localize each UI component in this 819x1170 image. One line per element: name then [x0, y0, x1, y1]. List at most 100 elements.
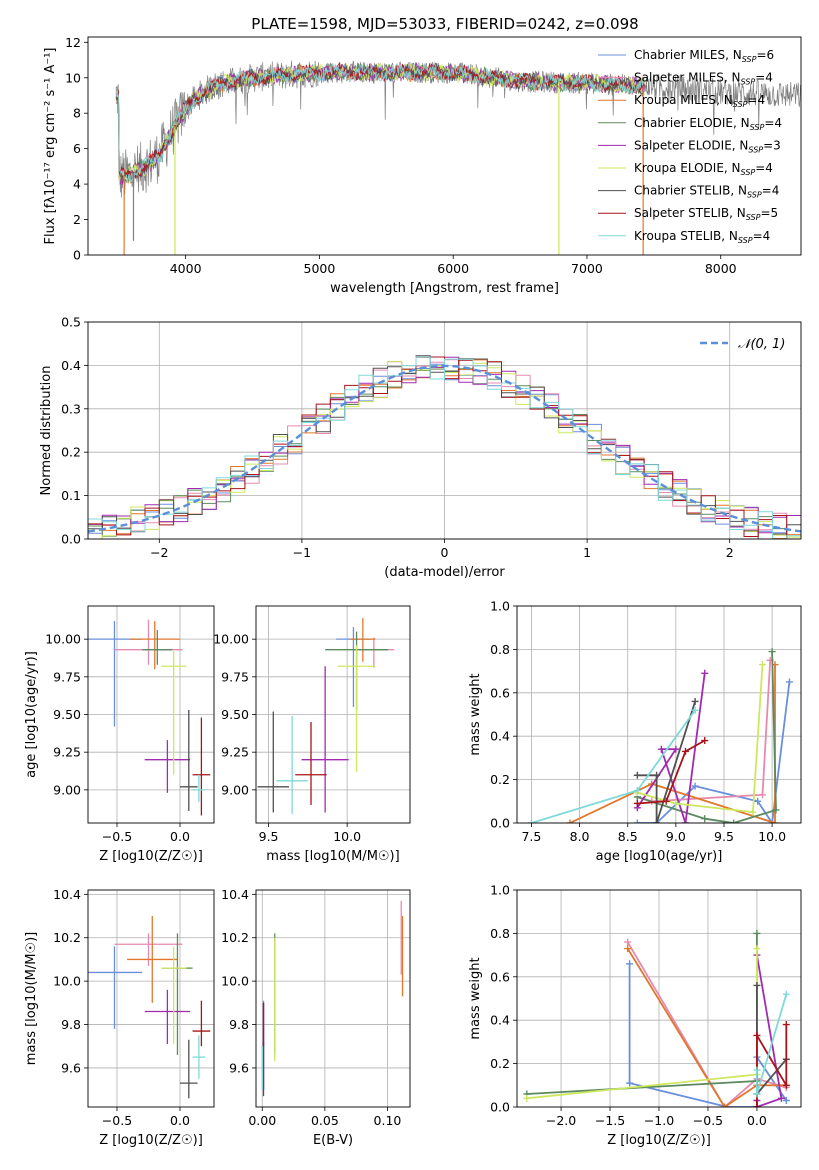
age-vs-mass-xtick-label-1: 10.0	[333, 829, 361, 844]
mass-weight-vs-age-marker-6-0	[691, 697, 699, 705]
residuals-xtick-label-1: −1	[293, 545, 311, 560]
mass-weight-vs-Z-marker-8-2	[753, 1066, 761, 1074]
spectrum-xtick-label-4: 8000	[705, 261, 737, 276]
spectrum-ytick-label-4: 8	[73, 106, 81, 121]
age-vs-Z-ytick-label-4: 10.00	[45, 632, 81, 647]
spectrum-model-7	[115, 61, 645, 181]
legend-entry-3: Chabrier ELODIE, NSSP=4	[634, 116, 782, 132]
mass-weight-vs-age-ylabel: mass weight	[468, 673, 483, 755]
age-vs-Z-ytick-label-1: 9.25	[53, 745, 81, 760]
age-vs-mass-ytick-label-3: 9.75	[221, 669, 249, 684]
legend-entry-5: Kroupa ELODIE, NSSP=4	[634, 161, 773, 177]
mass-weight-vs-age-marker-4-2	[657, 745, 665, 753]
mass-weight-vs-age-marker-5-1	[749, 808, 757, 816]
mass-weight-vs-age-ytick-label-1: 0.2	[490, 772, 510, 787]
mass-weight-vs-age-marker-6-2	[653, 771, 661, 779]
mass-weight-vs-age-xtick-label-2: 8.5	[618, 829, 638, 844]
mass-weight-vs-Z-xtick-label-0: −2.0	[546, 1113, 576, 1128]
legend-entry-2: Kroupa MILES, NSSP=4	[634, 93, 765, 109]
mass-vs-Z-ytick-label-2: 10.0	[53, 974, 81, 989]
mass-weight-vs-Z-marker-8-0	[782, 990, 790, 998]
mass-weight-vs-Z-marker-0-0	[626, 960, 634, 968]
mass-weight-vs-Z-ytick-label-4: 0.8	[490, 926, 510, 941]
figure-title: PLATE=1598, MJD=53033, FIBERID=0242, z=0…	[251, 15, 638, 33]
mass-weight-vs-age-lines	[527, 648, 793, 823]
mass-vs-ebv-errorbars	[261, 900, 404, 1097]
spectrum-ytick-label-6: 12	[65, 35, 81, 50]
legend-entry-6: Chabrier STELIB, NSSP=4	[634, 184, 779, 200]
mass-weight-vs-age-marker-6-1	[653, 819, 661, 823]
age-vs-Z-xtick-label-1: 0.0	[170, 829, 190, 844]
residuals-frame	[87, 321, 802, 540]
age-vs-mass-xlabel: mass [log10(M/M☉)]	[266, 849, 399, 864]
mass-weight-vs-Z-marker-7-1	[782, 1081, 790, 1089]
mass-weight-vs-Z-ylabel: mass weight	[468, 957, 483, 1039]
spectrum-xlabel: wavelength [Angstrom, rest frame]	[330, 281, 559, 296]
age-vs-mass-frame	[255, 605, 411, 824]
residuals-xtick-label-3: 1	[583, 545, 591, 560]
mass-weight-vs-Z-series-2	[626, 948, 787, 1107]
mass-vs-ebv-ytick-label-1: 9.8	[229, 1017, 249, 1032]
mass-weight-vs-age-marker-5-2	[672, 799, 680, 807]
legend-entry-1: Salpeter MILES, NSSP=4	[634, 71, 773, 87]
mass-weight-vs-age-marker-8-2	[527, 819, 535, 823]
age-vs-Z-errorbars	[88, 619, 211, 816]
residuals-ytick-label-4: 0.4	[61, 358, 81, 373]
residuals-xtick-label-2: 0	[441, 545, 449, 560]
mass-weight-vs-Z-xtick-label-3: −0.5	[693, 1113, 723, 1128]
mass-weight-vs-age-marker-0-2	[754, 797, 762, 805]
spectrum-ytick-label-2: 4	[73, 177, 81, 192]
spectrum-ytick-label-0: 0	[73, 248, 81, 263]
spectrum-xtick-label-3: 7000	[571, 261, 603, 276]
mass-vs-ebv-xlabel: E(B-V)	[313, 1133, 353, 1148]
mass-weight-vs-age-marker-0-5	[633, 819, 641, 823]
mass-weight-vs-age-marker-3-0	[768, 648, 776, 656]
age-vs-Z-xlabel: Z [log10(Z/Z☉)]	[99, 849, 203, 864]
mass-weight-vs-Z-ytick-label-3: 0.6	[490, 969, 510, 984]
normal-reference-curve	[88, 364, 801, 533]
mass-weight-vs-Z-ytick-label-2: 0.4	[490, 1013, 510, 1028]
mass-weight-vs-Z-xtick-label-1: −1.5	[595, 1113, 625, 1128]
mass-weight-vs-Z-marker-7-2	[753, 1031, 761, 1039]
spectrum-ylabel: Flux [fλ10⁻¹⁷ erg cm⁻² s⁻¹ A⁻¹]	[43, 48, 58, 245]
mass-weight-vs-Z-marker-2-0	[624, 945, 632, 953]
residuals-ytick-label-5: 0.5	[61, 315, 81, 330]
mass-weight-vs-Z-series-1	[626, 941, 787, 1107]
mass-weight-vs-Z-xtick-label-2: −1.0	[644, 1113, 674, 1128]
residuals-xtick-label-0: −2	[150, 545, 168, 560]
mass-vs-ebv-ytick-label-3: 10.2	[221, 930, 249, 945]
residuals-ytick-label-2: 0.2	[61, 445, 81, 460]
mass-weight-vs-Z-xlabel: Z [log10(Z/Z☉)]	[607, 1133, 711, 1148]
mass-weight-vs-age-ytick-label-0: 0.0	[490, 816, 510, 831]
residuals-ytick-label-1: 0.1	[61, 488, 81, 503]
mass-weight-vs-age-marker-8-1	[633, 786, 641, 794]
legend-entry-4: Salpeter ELODIE, NSSP=3	[634, 138, 781, 154]
mass-weight-vs-age-xlabel: age [log10(age/yr)]	[596, 849, 723, 864]
spectrum-ytick-label-5: 10	[65, 70, 81, 85]
age-vs-mass-errorbars	[257, 618, 395, 814]
mass-weight-vs-Z-marker-7-0	[782, 1021, 790, 1029]
residual-hist-8	[88, 356, 801, 539]
age-vs-mass-ytick-label-0: 9.00	[221, 782, 249, 797]
mass-vs-Z-ytick-label-1: 9.8	[61, 1017, 81, 1032]
residuals-axes: −2 −1 0 1 2 0.0 0.1 0.2 0.3 0.4 0.5 (data-model)/er…	[39, 315, 801, 580]
mass-weight-vs-age-xtick-label-0: 7.5	[521, 829, 541, 844]
mass-weight-vs-age-marker-5-0	[758, 661, 766, 669]
mass-weight-vs-Z-marker-6-0	[753, 981, 761, 989]
age-vs-Z-axes: −0.5 0.0 9.00 9.25 9.50 9.75 10.00 Z [log10(Z/Z…	[24, 606, 214, 864]
mass-weight-vs-age-marker-0-0	[785, 678, 793, 686]
mass-weight-vs-Z-marker-2-1	[721, 1103, 729, 1107]
mass-vs-Z-xtick-label-1: 0.0	[170, 1113, 190, 1128]
age-vs-Z-ytick-label-0: 9.00	[53, 782, 81, 797]
mass-vs-Z-xtick-label-0: −0.5	[102, 1113, 132, 1128]
mass-weight-vs-Z-xtick-label-4: 0.0	[747, 1113, 767, 1128]
age-vs-mass-ytick-label-2: 9.50	[221, 707, 249, 722]
residual-histograms	[88, 355, 801, 539]
mass-weight-vs-age-marker-4-0	[701, 669, 709, 677]
residual-legend: 𝒩(0, 1)	[700, 337, 785, 352]
mass-weight-vs-Z-ytick-label-5: 1.0	[490, 883, 510, 898]
mass-weight-vs-age-ytick-label-4: 0.8	[490, 642, 510, 657]
mass-vs-Z-ytick-label-4: 10.4	[53, 887, 81, 902]
mass-weight-vs-age-ytick-label-5: 1.0	[490, 599, 510, 614]
mass-weight-vs-Z-marker-3-0	[753, 929, 761, 937]
